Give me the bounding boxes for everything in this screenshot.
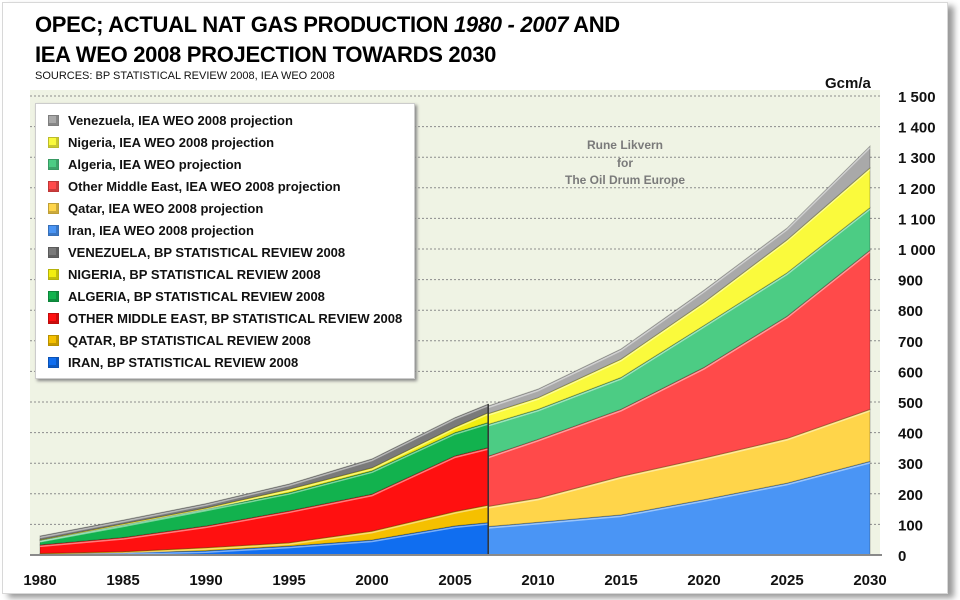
y-tick-label: 1 400: [898, 120, 936, 137]
y-tick-labels: 0 100 200 300 400 500 600 700 800 900 1 000 1 100 1 …: [898, 89, 936, 565]
legend-swatch-icon: [48, 290, 59, 302]
y-tick-label: 1 500: [898, 89, 936, 106]
watermark-line: Rune Likvern: [586, 138, 664, 152]
legend-label: Iran, IEA WEO 2008 projection: [68, 222, 254, 238]
historical-highlight-1: [39, 505, 489, 556]
legend-swatch-icon: [48, 246, 59, 258]
legend-label: IRAN, BP STATISTICAL REVIEW 2008: [68, 354, 299, 370]
legend-swatch-icon: [48, 180, 59, 192]
x-tick-label: 1985: [106, 572, 139, 589]
legend-label: VENEZUELA, BP STATISTICAL REVIEW 2008: [68, 244, 346, 260]
x-tick-label: 1980: [23, 572, 56, 589]
y-tick-label: 900: [898, 273, 923, 290]
historical-highlight-2: [39, 448, 489, 548]
legend-swatch-icon: [48, 312, 59, 324]
y-axis-label: Gcm/a: [825, 75, 872, 92]
legend-swatch-icon: [48, 334, 59, 346]
projection-highlight-0: [488, 462, 871, 529]
legend-item: ALGERIA, BP STATISTICAL REVIEW 2008: [48, 286, 325, 306]
x-tick-labels: 1980 1985 1990 1995 2000 2005 2010 2015 2020 2025…: [23, 572, 886, 589]
legend-item: IRAN, BP STATISTICAL REVIEW 2008: [48, 352, 298, 372]
historical-highlight-5: [39, 404, 489, 539]
legend-item: Venezuela, IEA WEO 2008 projection: [48, 110, 293, 130]
x-tick-label: 2000: [355, 572, 388, 589]
y-tick-label: 1 200: [898, 181, 936, 198]
chart-subtitle: SOURCES: BP STATISTICAL REVIEW 2008, IEA…: [35, 70, 335, 82]
y-tick-label: 0: [898, 548, 906, 565]
legend-swatch-icon: [48, 114, 59, 126]
legend-label: QATAR, BP STATISTICAL REVIEW 2008: [68, 332, 311, 348]
y-tick-label: 1 000: [898, 242, 936, 259]
chart-title-line2: IEA WEO 2008 PROJECTION TOWARDS 2030: [35, 42, 497, 67]
x-tick-label: 1990: [189, 572, 222, 589]
y-tick-label: 600: [898, 364, 923, 381]
legend-swatch-icon: [48, 356, 59, 368]
y-tick-label: 500: [898, 395, 923, 412]
y-tick-label: 300: [898, 456, 923, 473]
projection-highlight-3: [487, 208, 871, 427]
legend-swatch-icon: [48, 202, 59, 214]
title-part: OPEC; ACTUAL NAT GAS PRODUCTION: [35, 12, 454, 37]
y-tick-label: 200: [898, 487, 923, 504]
watermark-line: for: [617, 156, 633, 170]
legend-label: Venezuela, IEA WEO 2008 projection: [68, 112, 293, 128]
historical-highlight-3: [39, 423, 489, 543]
legend-item: QATAR, BP STATISTICAL REVIEW 2008: [48, 330, 311, 350]
legend-label: Qatar, IEA WEO 2008 projection: [68, 200, 264, 216]
legend-label: NIGERIA, BP STATISTICAL REVIEW 2008: [68, 266, 321, 282]
x-tick-label: 2025: [770, 572, 803, 589]
projection-highlight-5: [487, 147, 871, 409]
x-tick-label: 2005: [438, 572, 471, 589]
legend-swatch-icon: [48, 136, 59, 148]
legend-item: Qatar, IEA WEO 2008 projection: [48, 198, 263, 218]
y-tick-label: 1 100: [898, 211, 936, 228]
legend-item: Iran, IEA WEO 2008 projection: [48, 220, 254, 240]
legend: Venezuela, IEA WEO 2008 projection Nigeri…: [35, 103, 415, 379]
legend-item: NIGERIA, BP STATISTICAL REVIEW 2008: [48, 264, 321, 284]
watermark-line: The Oil Drum Europe: [564, 173, 685, 187]
historical-highlight-4: [39, 413, 489, 542]
legend-swatch-icon: [48, 224, 59, 236]
title-years: 1980 - 2007: [454, 12, 569, 37]
x-tick-label: 2015: [604, 572, 637, 589]
legend-label: Nigeria, IEA WEO 2008 projection: [68, 134, 275, 150]
legend-swatch-icon: [48, 268, 59, 280]
legend-swatch-icon: [48, 158, 59, 170]
legend-item: Other Middle East, IEA WEO 2008 projecti…: [48, 176, 341, 196]
projection-highlight-2: [487, 251, 871, 459]
legend-label: Other Middle East, IEA WEO 2008 projecti…: [68, 178, 341, 194]
y-tick-label: 400: [898, 426, 923, 443]
y-tick-label: 100: [898, 517, 923, 534]
title-part: AND: [568, 12, 620, 37]
y-tick-label: 1 300: [898, 150, 936, 167]
y-tick-label: 700: [898, 334, 923, 351]
projection-area-5: [487, 144, 871, 415]
x-tick-label: 2020: [687, 572, 720, 589]
legend-item: Algeria, IEA WEO projection: [48, 154, 242, 174]
legend-label: ALGERIA, BP STATISTICAL REVIEW 2008: [68, 288, 325, 304]
legend-label: Algeria, IEA WEO projection: [68, 156, 242, 172]
x-tick-label: 2030: [853, 572, 886, 589]
y-tick-label: 800: [898, 303, 923, 320]
x-tick-label: 1995: [272, 572, 305, 589]
legend-item: VENEZUELA, BP STATISTICAL REVIEW 2008: [48, 242, 345, 262]
x-tick-label: 2010: [521, 572, 554, 589]
legend-label: OTHER MIDDLE EAST, BP STATISTICAL REVIEW…: [68, 310, 403, 326]
legend-item: Nigeria, IEA WEO 2008 projection: [48, 132, 274, 152]
projection-highlight-1: [488, 410, 871, 509]
projection-highlight-4: [487, 168, 871, 416]
chart-title-line1: OPEC; ACTUAL NAT GAS PRODUCTION 1980 - 2…: [35, 12, 620, 38]
legend-item: OTHER MIDDLE EAST, BP STATISTICAL REVIEW…: [48, 308, 402, 328]
